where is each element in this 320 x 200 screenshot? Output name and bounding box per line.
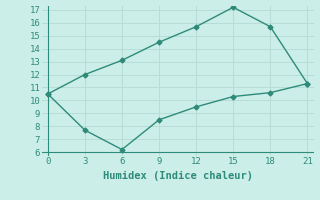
X-axis label: Humidex (Indice chaleur): Humidex (Indice chaleur) [103, 171, 252, 181]
